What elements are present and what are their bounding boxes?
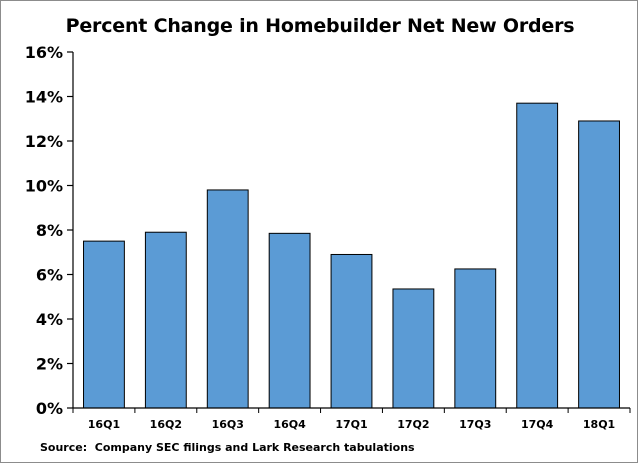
y-axis-ticks: 0% 2% 4% 6% 8% 10% 12% 14% 16%	[25, 43, 73, 418]
y-tick-label: 14%	[25, 88, 63, 107]
x-tick-label: 17Q1	[335, 418, 367, 431]
y-tick-label: 8%	[36, 221, 63, 240]
x-tick-label: 16Q3	[212, 418, 244, 431]
bar-17Q4	[516, 102, 559, 409]
x-tick-label: 16Q1	[88, 418, 120, 431]
bars	[83, 102, 620, 409]
bar-18Q1	[578, 120, 620, 409]
y-tick-label: 0%	[36, 399, 63, 418]
x-tick-label: 16Q4	[273, 418, 306, 431]
x-tick-label: 16Q2	[150, 418, 182, 431]
x-axis-labels: 16Q1 16Q2 16Q3 16Q4 17Q1 17Q2 17Q3 17Q4 18Q1	[72, 408, 631, 431]
bar-16Q1	[83, 240, 125, 409]
chart-title: Percent Change in Homebuilder Net New Or…	[65, 15, 575, 37]
bar-16Q3	[206, 189, 249, 409]
source-note: Source: Company SEC filings and Lark Res…	[40, 441, 415, 454]
bar-17Q1	[330, 253, 373, 409]
y-tick-label: 16%	[25, 43, 63, 62]
x-tick-label: 17Q3	[459, 418, 491, 431]
y-tick-label: 10%	[25, 177, 63, 196]
y-tick-label: 2%	[36, 355, 63, 374]
y-tick-label: 4%	[36, 310, 63, 329]
x-tick-label: 17Q4	[521, 418, 554, 431]
y-tick-label: 12%	[25, 132, 63, 151]
x-tick-label: 18Q1	[583, 418, 615, 431]
axes	[72, 52, 630, 409]
bar-16Q4	[268, 232, 311, 409]
bar-17Q3	[454, 268, 497, 409]
x-tick-label: 17Q2	[397, 418, 429, 431]
y-tick-label: 6%	[36, 266, 63, 285]
bar-16Q2	[144, 231, 187, 409]
bar-17Q2	[392, 288, 435, 409]
